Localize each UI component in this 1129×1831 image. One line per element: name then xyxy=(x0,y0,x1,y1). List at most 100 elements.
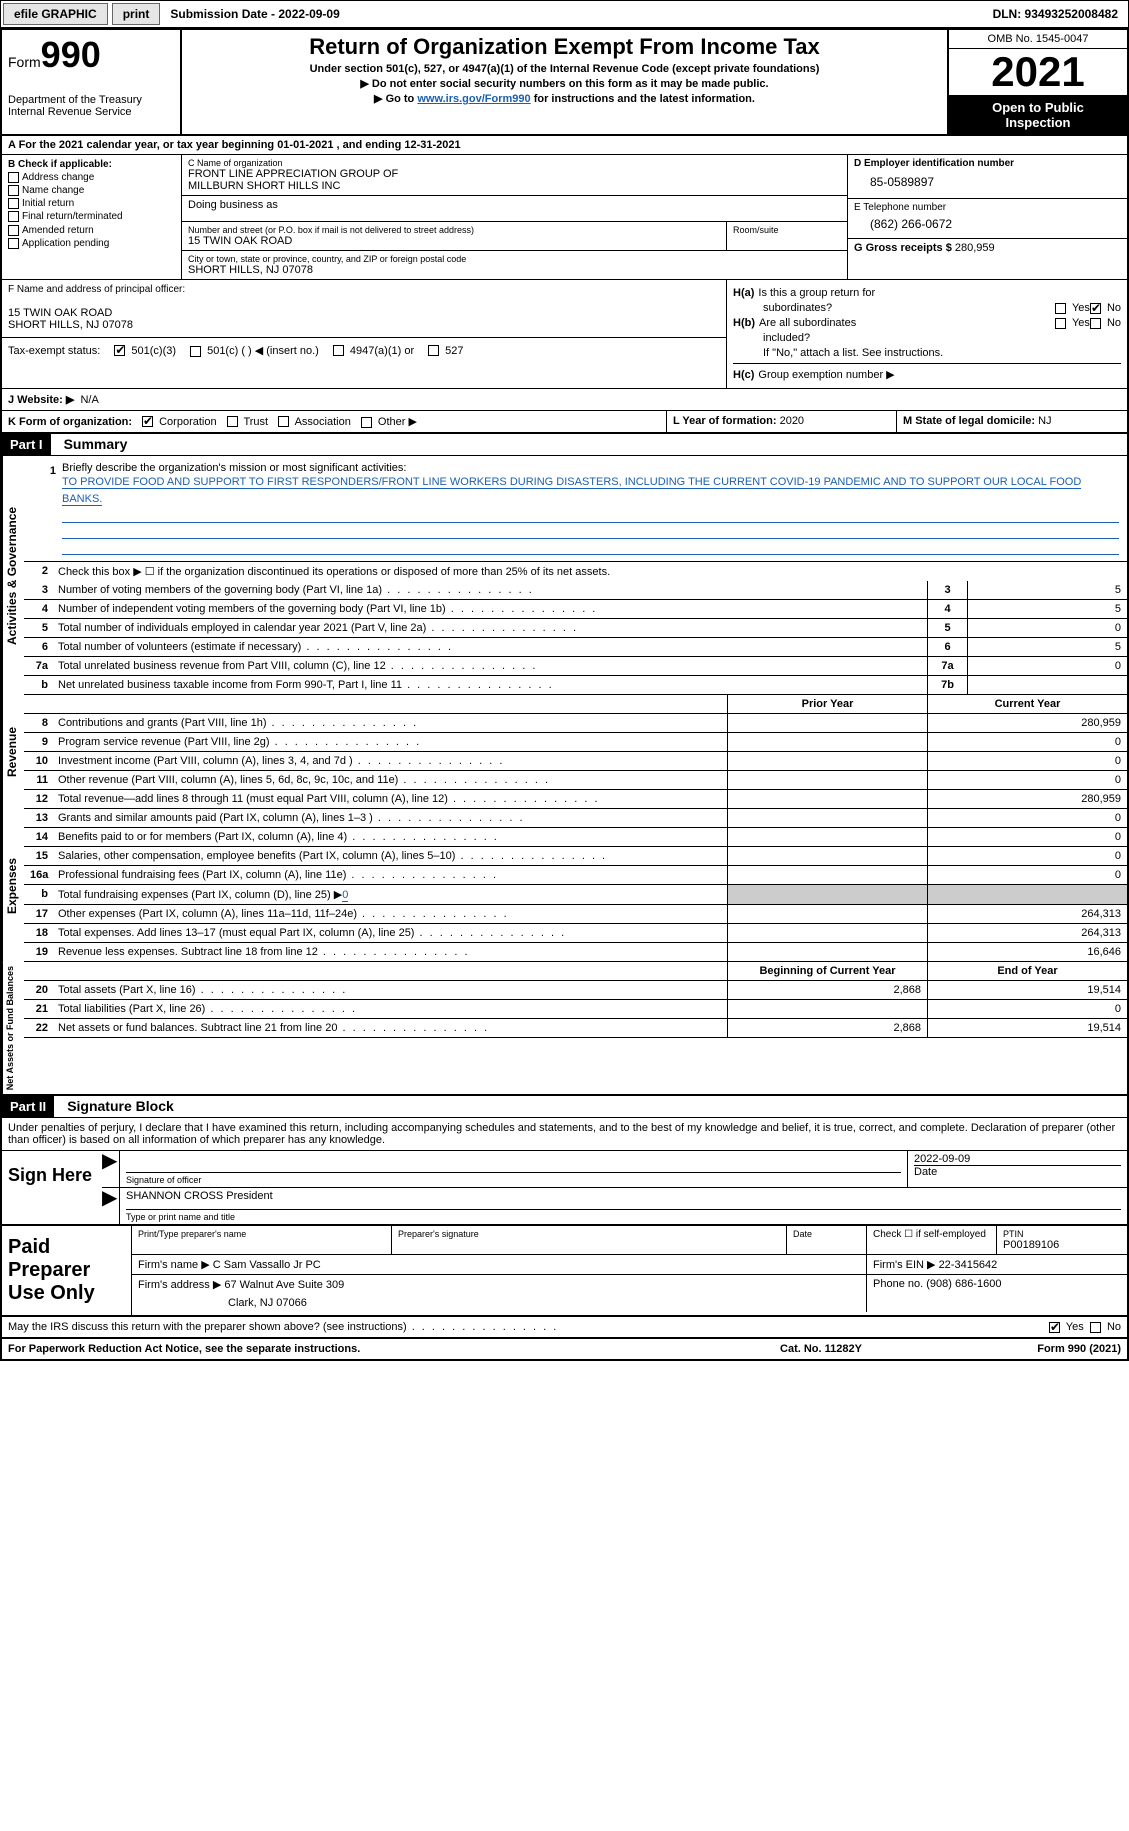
line-16b: b Total fundraising expenses (Part IX, c… xyxy=(24,885,1127,905)
top-toolbar: efile GRAPHIC print Submission Date - 20… xyxy=(0,0,1129,28)
ha-yes[interactable]: Yes xyxy=(1055,302,1090,314)
curr-13: 0 xyxy=(927,809,1127,827)
gov-value-b xyxy=(967,676,1127,694)
chk-address-change[interactable]: Address change xyxy=(8,172,175,183)
prior-10 xyxy=(727,752,927,770)
prior-17 xyxy=(727,905,927,923)
prior-21 xyxy=(727,1000,927,1018)
city-value: SHORT HILLS, NJ 07078 xyxy=(188,264,841,276)
line-20: 20Total assets (Part X, line 16)2,86819,… xyxy=(24,981,1127,1000)
col-b-header: B Check if applicable: xyxy=(8,159,175,170)
chk-trust[interactable]: Trust xyxy=(227,416,269,428)
irs-link[interactable]: www.irs.gov/Form990 xyxy=(417,93,530,105)
ptin-value: P00189106 xyxy=(1003,1239,1059,1251)
chk-amended-return[interactable]: Amended return xyxy=(8,225,175,236)
curr-11: 0 xyxy=(927,771,1127,789)
cat-number: Cat. No. 11282Y xyxy=(721,1343,921,1355)
subtitle-link-row: ▶ Go to www.irs.gov/Form990 for instruct… xyxy=(188,92,941,105)
discuss-with-preparer-row: May the IRS discuss this return with the… xyxy=(2,1317,1127,1339)
dba-box: Doing business as xyxy=(182,196,847,222)
chk-501c[interactable]: 501(c) ( ) ◀ (insert no.) xyxy=(190,344,319,357)
curr-17: 264,313 xyxy=(927,905,1127,923)
chk-other[interactable]: Other ▶ xyxy=(361,415,417,428)
line-19: 19Revenue less expenses. Subtract line 1… xyxy=(24,943,1127,962)
discuss-yes[interactable]: Yes xyxy=(1049,1321,1084,1333)
prior-18 xyxy=(727,924,927,942)
prior-9 xyxy=(727,733,927,751)
line-15: 15Salaries, other compensation, employee… xyxy=(24,847,1127,866)
line-9: 9Program service revenue (Part VIII, lin… xyxy=(24,733,1127,752)
prior-16a xyxy=(727,866,927,884)
chk-4947[interactable]: 4947(a)(1) or xyxy=(333,345,414,357)
telephone-box: E Telephone number (862) 266-0672 xyxy=(848,199,1127,239)
line-13: 13Grants and similar amounts paid (Part … xyxy=(24,809,1127,828)
gov-line-3: 3Number of voting members of the governi… xyxy=(24,581,1127,600)
curr-12: 280,959 xyxy=(927,790,1127,808)
line-2: 2 Check this box ▶ ☐ if the organization… xyxy=(24,562,1127,581)
form-990: Form990 Department of the Treasury Inter… xyxy=(0,28,1129,1361)
tax-year: 2021 xyxy=(949,49,1127,96)
gov-line-b: bNet unrelated business taxable income f… xyxy=(24,676,1127,695)
line-11: 11Other revenue (Part VIII, column (A), … xyxy=(24,771,1127,790)
form-page-label: Form 990 (2021) xyxy=(921,1343,1121,1355)
org-name-2: MILLBURN SHORT HILLS INC xyxy=(188,180,841,192)
suite-box: Room/suite xyxy=(727,222,847,250)
section-f-h: F Name and address of principal officer:… xyxy=(2,280,1127,389)
line-22: 22Net assets or fund balances. Subtract … xyxy=(24,1019,1127,1038)
side-tab-governance: Activities & Governance xyxy=(2,456,24,695)
open-to-public: Open to Public Inspection xyxy=(949,96,1127,134)
line-8: 8Contributions and grants (Part VIII, li… xyxy=(24,714,1127,733)
chk-corporation[interactable]: Corporation xyxy=(142,416,217,428)
irs-label: Internal Revenue Service xyxy=(8,106,174,118)
activities-governance-section: Activities & Governance 1 Briefly descri… xyxy=(2,456,1127,695)
chk-application-pending[interactable]: Application pending xyxy=(8,238,175,249)
prior-20: 2,868 xyxy=(727,981,927,999)
principal-officer-box: F Name and address of principal officer:… xyxy=(2,280,727,388)
subtitle-ssn: ▶ Do not enter social security numbers o… xyxy=(188,77,941,90)
hb-yes[interactable]: Yes xyxy=(1055,317,1090,329)
city-box: City or town, state or province, country… xyxy=(182,251,847,279)
print-button[interactable]: print xyxy=(112,3,161,25)
self-employed-check[interactable]: Check ☐ if self-employed xyxy=(867,1226,997,1254)
firm-address-2: Clark, NJ 07066 xyxy=(138,1297,860,1309)
gov-value-5: 0 xyxy=(967,619,1127,637)
line-10: 10Investment income (Part VIII, column (… xyxy=(24,752,1127,771)
website-value: N/A xyxy=(80,394,98,406)
arrow-icon: ▶ xyxy=(102,1151,120,1187)
line-18: 18Total expenses. Add lines 13–17 (must … xyxy=(24,924,1127,943)
tax-exempt-status: Tax-exempt status: 501(c)(3) 501(c) ( ) … xyxy=(2,337,726,363)
gov-value-6: 5 xyxy=(967,638,1127,656)
ha-no[interactable]: No xyxy=(1090,302,1121,314)
chk-association[interactable]: Association xyxy=(278,416,351,428)
prior-19 xyxy=(727,943,927,961)
discuss-no[interactable]: No xyxy=(1090,1321,1121,1333)
na-col-headers: Beginning of Current Year End of Year xyxy=(24,962,1127,981)
street-value: 15 TWIN OAK ROAD xyxy=(188,235,720,247)
org-name-1: FRONT LINE APPRECIATION GROUP OF xyxy=(188,168,841,180)
part-2-header: Part II Signature Block xyxy=(2,1096,1127,1118)
hb-no[interactable]: No xyxy=(1090,317,1121,329)
gov-line-5: 5Total number of individuals employed in… xyxy=(24,619,1127,638)
curr-21: 0 xyxy=(927,1000,1127,1018)
curr-19: 16,646 xyxy=(927,943,1127,961)
gov-value-4: 5 xyxy=(967,600,1127,618)
column-b-checkboxes: B Check if applicable: Address change Na… xyxy=(2,155,182,279)
dln-number: DLN: 93493252008482 xyxy=(983,4,1128,24)
column-h-group: H(a) Is this a group return for subordin… xyxy=(727,280,1127,388)
chk-527[interactable]: 527 xyxy=(428,345,463,357)
chk-501c3[interactable]: 501(c)(3) xyxy=(114,345,176,357)
paid-preparer-block: Paid Preparer Use Only Print/Type prepar… xyxy=(2,1224,1127,1317)
arrow-icon: ▶ xyxy=(102,1188,120,1224)
chk-name-change[interactable]: Name change xyxy=(8,185,175,196)
form-header: Form990 Department of the Treasury Inter… xyxy=(2,30,1127,136)
side-tab-expenses: Expenses xyxy=(2,809,24,962)
officer-signature-field[interactable]: Signature of officer xyxy=(120,1151,907,1187)
gov-value-7a: 0 xyxy=(967,657,1127,675)
officer-addr2: SHORT HILLS, NJ 07078 xyxy=(8,319,720,331)
curr-20: 19,514 xyxy=(927,981,1127,999)
chk-final-return[interactable]: Final return/terminated xyxy=(8,211,175,222)
chk-initial-return[interactable]: Initial return xyxy=(8,198,175,209)
website-row: J Website: ▶ N/A xyxy=(2,389,1127,411)
subtitle-section: Under section 501(c), 527, or 4947(a)(1)… xyxy=(188,63,941,75)
part-1-header: Part I Summary xyxy=(2,434,1127,456)
